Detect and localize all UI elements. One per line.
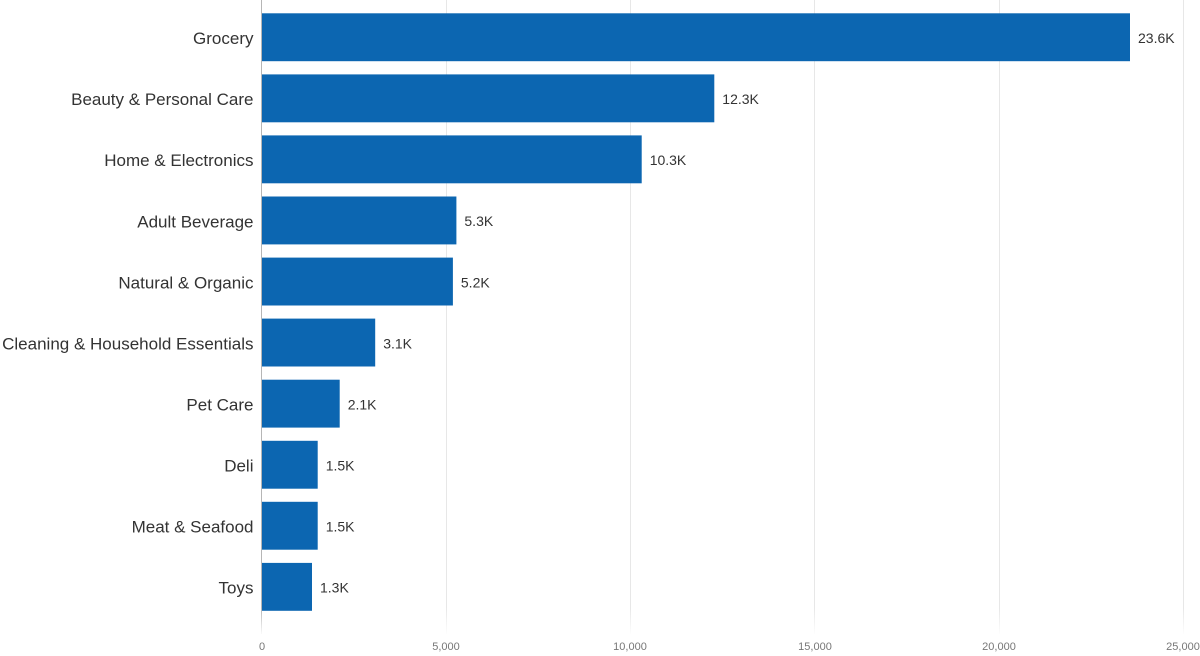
svg-text:Deli: Deli <box>224 457 253 476</box>
svg-text:12.3K: 12.3K <box>722 91 759 107</box>
svg-text:Beauty & Personal Care: Beauty & Personal Care <box>71 90 253 109</box>
svg-text:3.1K: 3.1K <box>383 335 412 351</box>
svg-text:2.1K: 2.1K <box>348 396 377 412</box>
svg-text:10.3K: 10.3K <box>650 152 687 168</box>
svg-text:Cleaning & Household Essential: Cleaning & Household Essentials <box>2 334 253 353</box>
svg-text:15,000: 15,000 <box>798 641 832 653</box>
svg-text:5.2K: 5.2K <box>461 274 490 290</box>
svg-text:5.3K: 5.3K <box>464 213 493 229</box>
svg-text:1.3K: 1.3K <box>320 580 349 596</box>
svg-text:Grocery: Grocery <box>193 29 254 48</box>
svg-text:5,000: 5,000 <box>432 641 460 653</box>
svg-text:Natural & Organic: Natural & Organic <box>118 273 254 292</box>
svg-text:Home & Electronics: Home & Electronics <box>104 151 253 170</box>
svg-text:25,000: 25,000 <box>1166 641 1200 653</box>
svg-text:23.6K: 23.6K <box>1138 30 1175 46</box>
svg-text:Meat & Seafood: Meat & Seafood <box>132 518 254 537</box>
svg-text:Pet Care: Pet Care <box>186 396 253 415</box>
svg-text:20,000: 20,000 <box>982 641 1016 653</box>
svg-text:Toys: Toys <box>219 579 254 598</box>
svg-text:0: 0 <box>259 641 265 653</box>
svg-text:Adult Beverage: Adult Beverage <box>137 212 253 231</box>
svg-text:1.5K: 1.5K <box>326 519 355 535</box>
svg-text:10,000: 10,000 <box>613 641 647 653</box>
svg-text:1.5K: 1.5K <box>326 458 355 474</box>
